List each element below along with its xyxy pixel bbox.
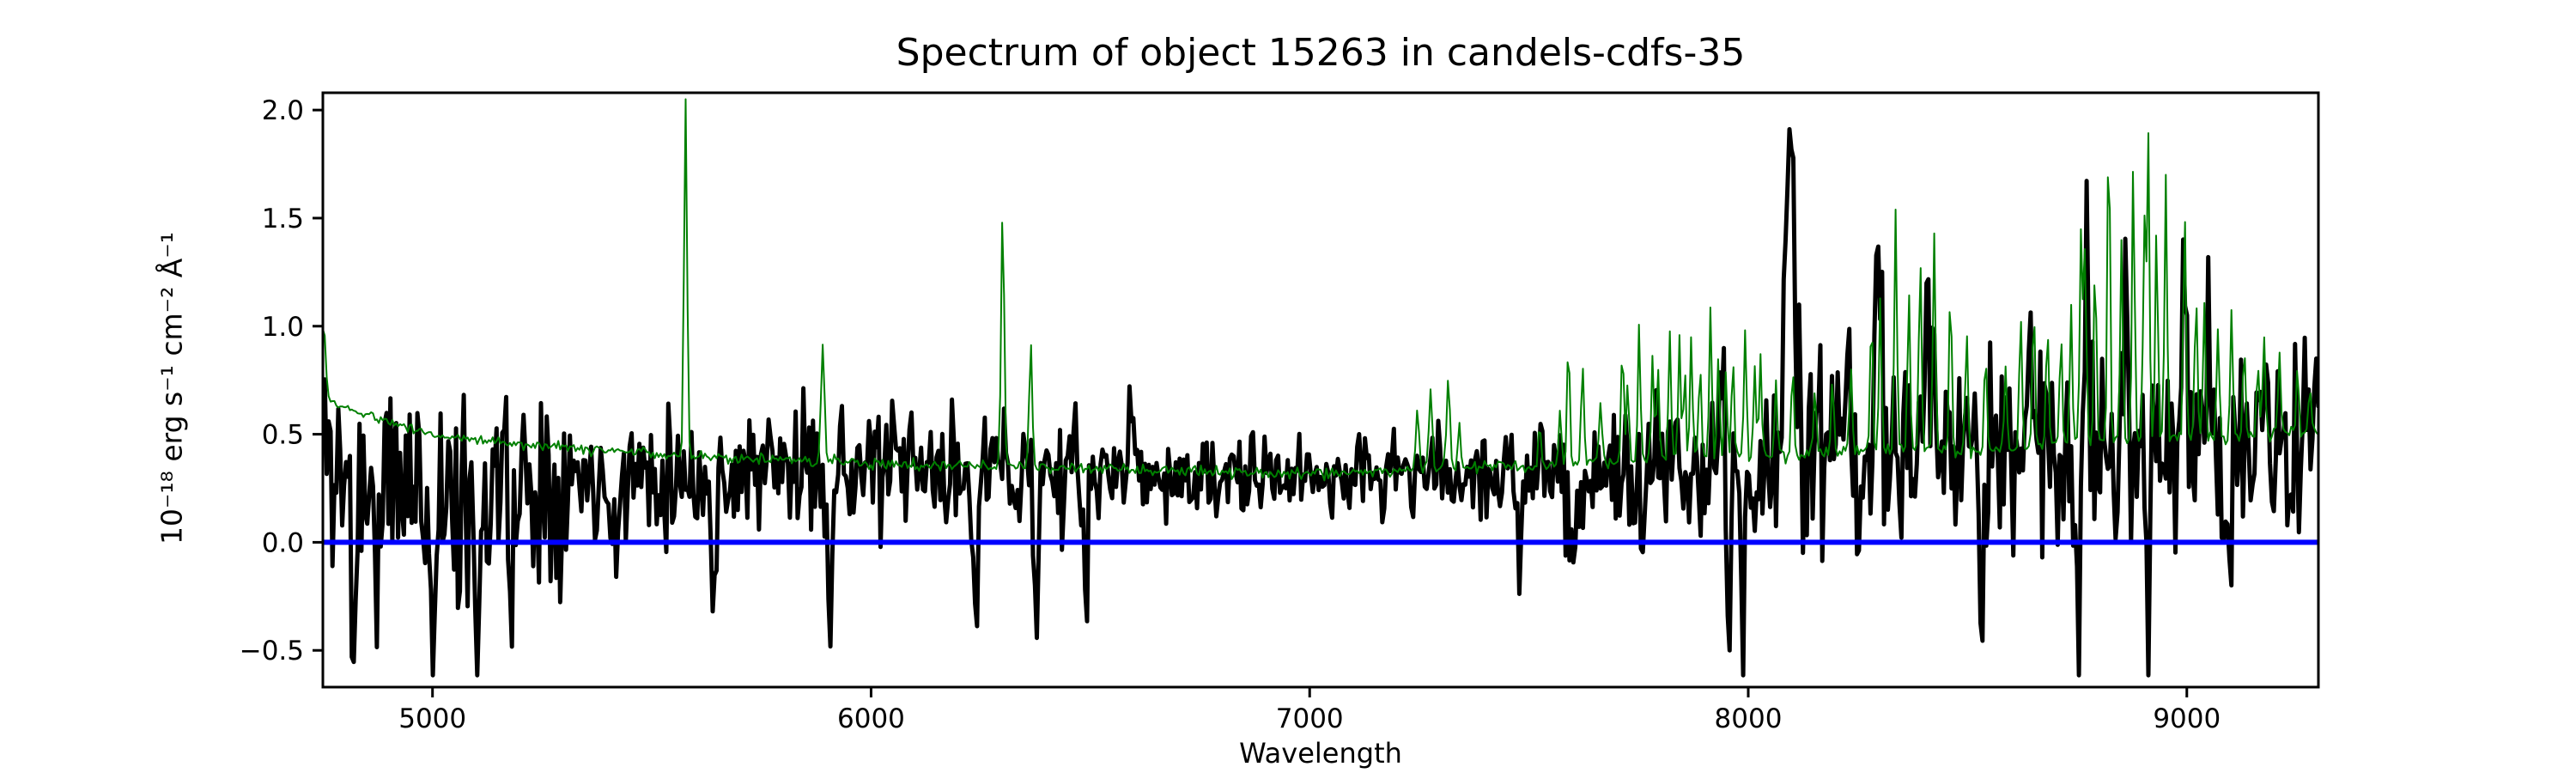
y-tick-label: 1.5 [262,204,304,234]
x-tick-label: 7000 [1276,703,1344,734]
axis-tick-labels: 5000 6000 7000 8000 9000 −0.5 0.0 0.5 1.0 1.5 2.0 [240,95,2221,734]
axis-ticks [313,108,2189,697]
x-axis-label: Wavelength [1239,737,1402,770]
x-tick-label: 9000 [2153,703,2221,734]
y-tick-label: 0.5 [262,420,304,451]
y-tick-label: 0.0 [262,527,304,558]
axes-frame [321,91,2320,689]
axes-spines [321,91,2320,689]
chart-title: Spectrum of object 15263 in candels-cdfs… [896,31,1746,75]
y-tick-label: 1.0 [262,312,304,343]
observed-flux-line [323,127,2318,678]
x-tick-label: 8000 [1715,703,1783,734]
series-group [323,98,2318,678]
x-tick-label: 6000 [837,703,905,734]
y-tick-label: −0.5 [240,636,304,666]
y-tick-label: 2.0 [262,95,304,126]
x-tick-label: 5000 [398,703,466,734]
noise-sky-error-spectrum-line [323,98,2318,482]
